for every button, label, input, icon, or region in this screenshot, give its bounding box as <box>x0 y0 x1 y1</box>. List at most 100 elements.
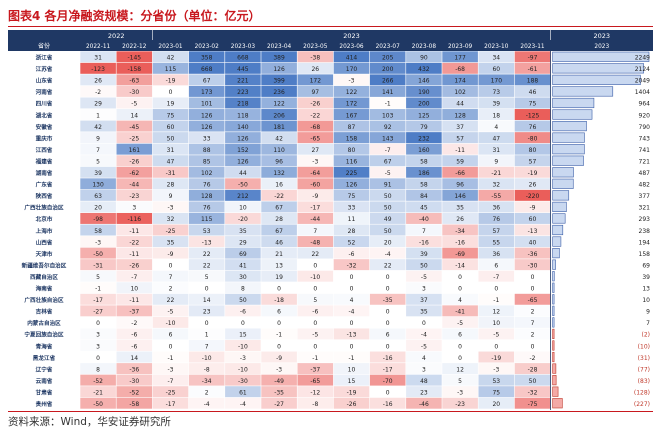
cell-value: -34 <box>455 228 465 235</box>
heat-cell <box>116 374 153 386</box>
heat-cell <box>225 97 261 109</box>
cell-value: 48 <box>420 378 428 385</box>
cell-value: 50 <box>167 135 175 142</box>
heat-cell <box>80 132 116 144</box>
heat-cell <box>188 259 225 271</box>
heat-cell <box>369 224 406 236</box>
heat-cell <box>116 212 153 224</box>
heat-cell <box>261 120 297 132</box>
heat-cell <box>514 270 551 282</box>
heat-cell <box>297 109 334 120</box>
heat-cell <box>261 351 297 363</box>
heat-cell <box>514 166 551 178</box>
cell-value: 59 <box>456 158 464 165</box>
cell-value: 16 <box>275 182 283 189</box>
cell-value: -69 <box>455 251 465 258</box>
heat-cell <box>80 282 116 294</box>
heat-cell <box>406 155 442 167</box>
heat-cell <box>297 62 334 74</box>
heat-cell <box>116 74 153 86</box>
heat-cell <box>297 143 334 155</box>
heat-cell <box>369 120 406 132</box>
heat-cell <box>406 374 442 386</box>
heat-cell <box>442 374 478 386</box>
heat-cell <box>116 270 153 282</box>
cell-value: 143 <box>382 135 394 142</box>
cell-value: -123 <box>91 66 105 73</box>
heat-cell <box>261 51 297 63</box>
cell-value: 0 <box>458 274 462 281</box>
heat-cell <box>116 351 153 363</box>
heat-cell <box>152 120 189 132</box>
heat-cell <box>225 189 261 201</box>
cell-value: 46 <box>529 89 537 96</box>
cell-value: 13 <box>275 262 283 269</box>
cell-value: -17 <box>383 366 393 373</box>
heat-cell <box>261 247 297 259</box>
cell-value: 45 <box>420 205 428 212</box>
heat-cell <box>80 189 116 201</box>
cell-value: -20 <box>238 216 248 223</box>
total-value: 964 <box>639 101 651 108</box>
heat-cell <box>514 282 551 294</box>
heat-cell <box>333 305 370 317</box>
cell-value: 57 <box>492 228 500 235</box>
heat-cell <box>442 132 478 144</box>
cell-value: -52 <box>93 378 103 385</box>
cell-value: 0 <box>169 89 173 96</box>
cell-value: -62 <box>129 170 139 177</box>
heat-cell <box>225 351 261 363</box>
cell-value: -32 <box>528 389 538 396</box>
heat-cell <box>442 236 478 248</box>
total-value: (77) <box>638 366 650 373</box>
heat-cell <box>442 270 478 282</box>
cell-value: 0 <box>96 320 100 327</box>
cell-value: 4 <box>458 297 462 304</box>
heat-cell <box>261 270 297 282</box>
heat-cell <box>406 316 442 328</box>
cell-value: 177 <box>454 55 466 62</box>
row-label: 四川省 <box>36 100 53 108</box>
heat-cell <box>333 85 370 97</box>
total-bar <box>552 167 574 178</box>
cell-value: -7 <box>493 274 499 281</box>
cell-value: 181 <box>273 124 285 131</box>
cell-value: 33 <box>348 205 356 212</box>
heat-cell <box>188 351 225 363</box>
cell-value: 20 <box>492 401 500 408</box>
cell-value: -220 <box>526 193 540 200</box>
cell-value: 35 <box>239 228 247 235</box>
heat-cell <box>333 386 370 398</box>
cell-value: 414 <box>346 55 358 62</box>
cell-value: 200 <box>418 101 430 108</box>
heat-cell <box>188 293 225 305</box>
cell-value: -45 <box>129 124 139 131</box>
heat-cell <box>188 62 225 74</box>
heat-cell <box>188 189 225 201</box>
heat-cell <box>188 143 225 155</box>
total-value: 2124 <box>635 66 650 73</box>
heat-cell <box>514 305 551 317</box>
cell-value: 14 <box>130 112 138 119</box>
cell-value: -5 <box>493 332 499 339</box>
heat-cell <box>478 143 515 155</box>
heat-cell <box>406 270 442 282</box>
heat-cell <box>442 51 478 63</box>
heat-cell <box>261 143 297 155</box>
total-value: (2) <box>642 332 651 339</box>
cell-value: 0 <box>277 286 281 293</box>
heat-cell <box>152 189 189 201</box>
heat-cell <box>188 270 225 282</box>
total-value: 10 <box>642 297 650 304</box>
total-bar <box>552 398 563 409</box>
cell-value: 28 <box>348 228 356 235</box>
total-value: 741 <box>639 147 651 154</box>
cell-value: 212 <box>237 193 249 200</box>
heat-cell <box>116 109 153 120</box>
cell-value: 20 <box>94 205 102 212</box>
cell-value: 20 <box>384 239 392 246</box>
heat-cell <box>261 293 297 305</box>
cell-value: -6 <box>312 309 318 316</box>
heat-cell <box>80 363 116 375</box>
heat-cell <box>514 328 551 340</box>
